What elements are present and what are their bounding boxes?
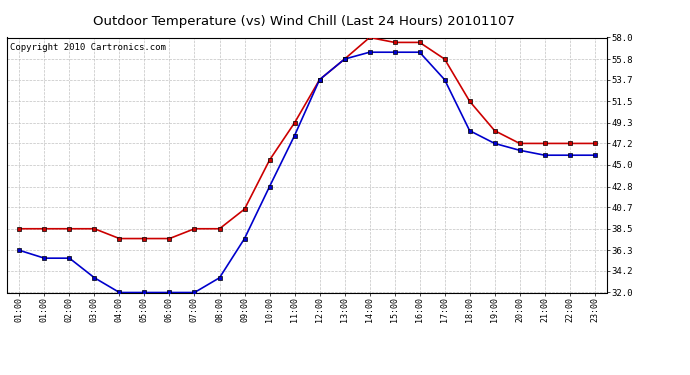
Text: Copyright 2010 Cartronics.com: Copyright 2010 Cartronics.com	[10, 43, 166, 52]
Text: Outdoor Temperature (vs) Wind Chill (Last 24 Hours) 20101107: Outdoor Temperature (vs) Wind Chill (Las…	[92, 15, 515, 28]
